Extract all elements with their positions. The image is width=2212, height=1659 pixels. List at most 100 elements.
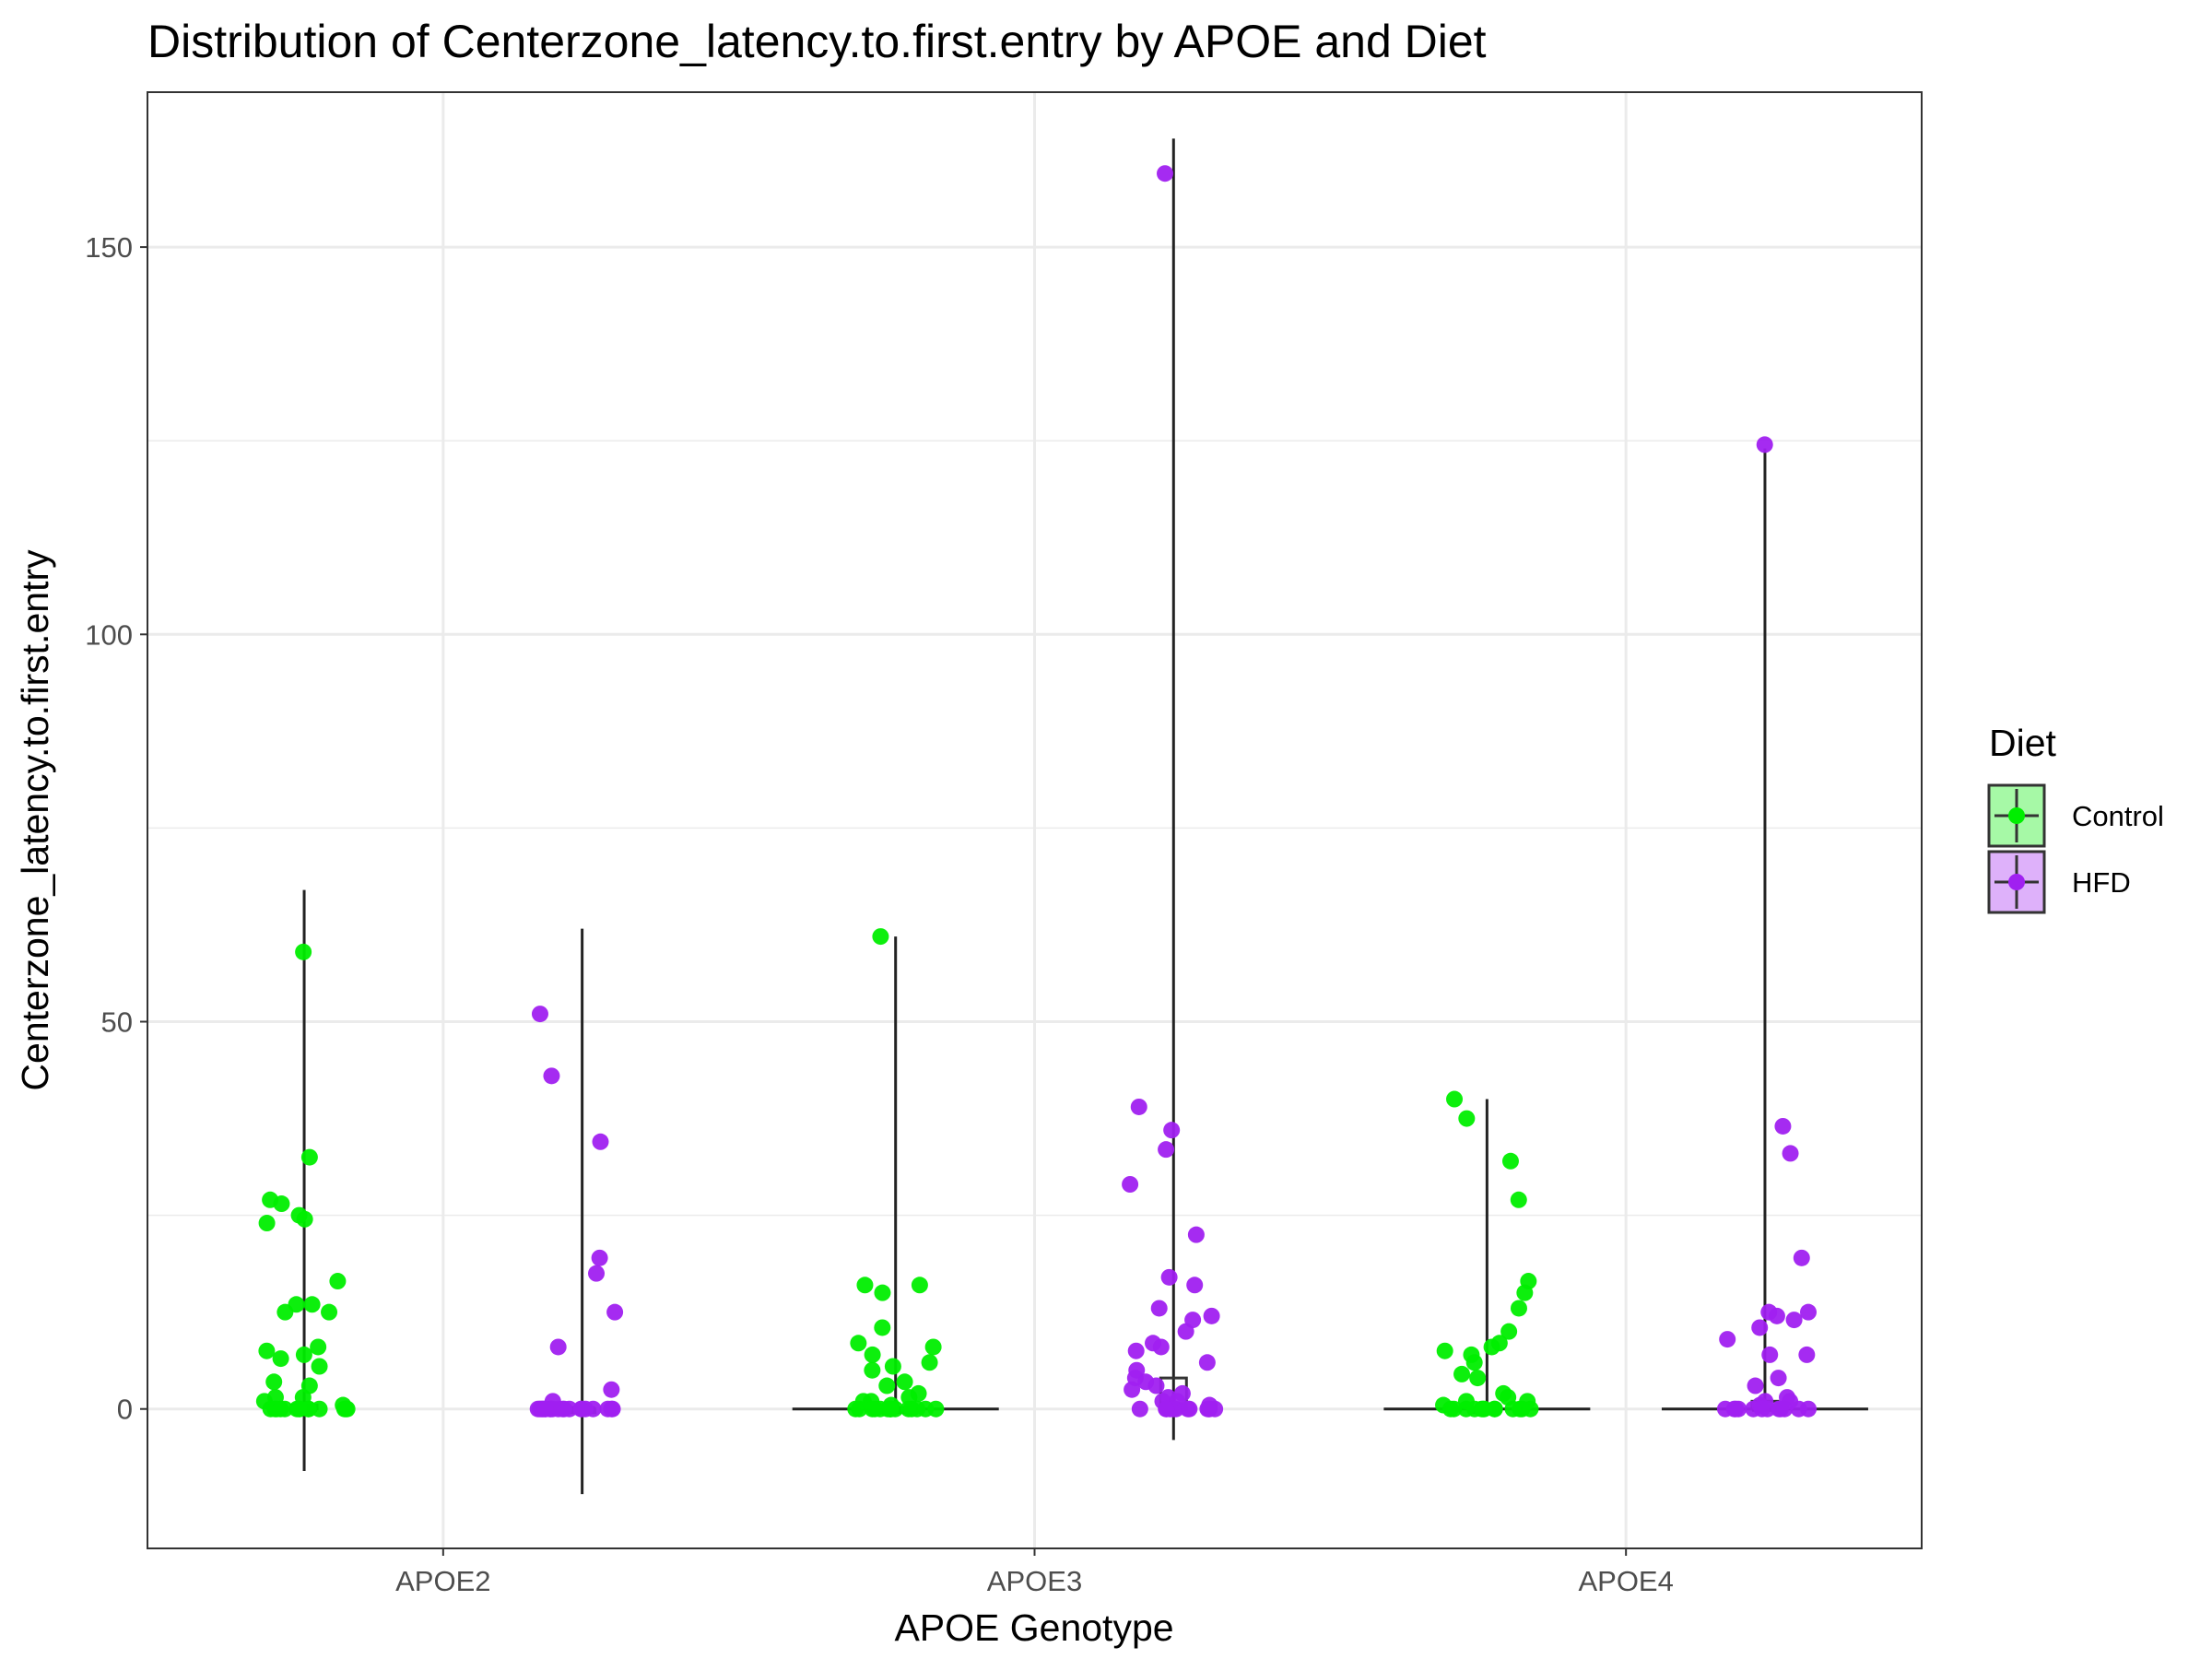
axes: 0 50 100 150 APOE2 APOE3 APOE4 (85, 231, 1674, 1597)
y-tick-label: 50 (101, 1006, 133, 1039)
data-point (1774, 1117, 1792, 1135)
data-point (531, 1006, 548, 1023)
data-point (1199, 1400, 1217, 1418)
data-point (1510, 1300, 1527, 1317)
data-layer (255, 138, 1868, 1495)
data-point (1127, 1342, 1145, 1359)
data-point (603, 1381, 620, 1398)
data-point (1436, 1342, 1453, 1359)
data-point (1500, 1323, 1518, 1340)
data-point (1510, 1191, 1527, 1208)
x-axis-title: APOE Genotype (894, 1606, 1173, 1649)
data-point (884, 1358, 901, 1375)
data-point (1793, 1249, 1810, 1266)
data-point (606, 1303, 624, 1321)
y-tick-label: 0 (117, 1394, 133, 1426)
data-point (872, 928, 889, 946)
data-point (1501, 1152, 1519, 1170)
x-tick-label: APOE2 (395, 1565, 490, 1597)
data-point (272, 1350, 289, 1368)
data-point (1465, 1354, 1483, 1371)
legend-label-control: Control (2072, 800, 2164, 832)
data-point (599, 1400, 617, 1418)
data-point (1187, 1226, 1205, 1243)
data-point (536, 1400, 554, 1418)
data-point (1730, 1400, 1747, 1418)
data-point (864, 1400, 881, 1418)
data-point (1181, 1400, 1198, 1418)
data-point (1163, 1122, 1181, 1139)
data-point (273, 1195, 290, 1213)
data-point (300, 1148, 318, 1166)
data-point (856, 1277, 874, 1294)
data-point (1768, 1307, 1785, 1324)
data-point (265, 1373, 283, 1391)
data-point (1198, 1354, 1216, 1371)
data-point (1761, 1346, 1779, 1363)
data-point (1158, 1400, 1175, 1418)
data-point (850, 1335, 867, 1352)
data-point (1457, 1400, 1475, 1418)
chart-title: Distribution of Centerzone_latency.to.fi… (147, 16, 1487, 67)
data-point (1203, 1307, 1220, 1324)
data-point (1770, 1370, 1787, 1387)
data-point (1158, 1141, 1175, 1159)
data-point (1152, 1338, 1170, 1356)
data-point (847, 1400, 865, 1418)
data-point (1516, 1284, 1534, 1301)
data-point (881, 1400, 899, 1418)
data-point (864, 1346, 881, 1363)
data-point (1483, 1338, 1500, 1356)
data-point (1122, 1176, 1139, 1193)
data-point (896, 1373, 913, 1391)
data-point (556, 1400, 573, 1418)
data-point (921, 1354, 938, 1371)
data-point (874, 1284, 891, 1301)
data-point (1150, 1300, 1168, 1317)
data-point (338, 1400, 356, 1418)
data-point (584, 1400, 602, 1418)
data-point (1186, 1277, 1204, 1294)
data-point (295, 943, 312, 960)
data-point (300, 1400, 317, 1418)
data-point (1782, 1145, 1799, 1162)
data-point (272, 1400, 289, 1418)
data-point (874, 1319, 891, 1336)
data-point (909, 1400, 926, 1418)
data-point (572, 1400, 590, 1418)
data-point (1131, 1400, 1148, 1418)
data-point (329, 1273, 347, 1290)
data-point (1785, 1312, 1803, 1329)
data-point (924, 1338, 942, 1356)
data-point (1759, 1400, 1776, 1418)
data-point (864, 1361, 881, 1379)
legend-key-point (2008, 807, 2025, 824)
data-point (592, 1133, 609, 1150)
data-point (1800, 1400, 1818, 1418)
data-point (1476, 1400, 1493, 1418)
data-point (1124, 1381, 1141, 1398)
y-tick-label: 100 (85, 618, 133, 651)
data-point (1130, 1098, 1147, 1115)
data-point (878, 1377, 896, 1394)
data-point (311, 1358, 328, 1375)
data-point (296, 1210, 313, 1228)
legend-key-point (2008, 874, 2025, 890)
x-tick-label: APOE4 (1578, 1565, 1673, 1597)
data-point (1798, 1346, 1816, 1363)
data-point (1458, 1110, 1476, 1127)
data-point (1147, 1377, 1165, 1394)
data-point (591, 1249, 608, 1266)
data-point (911, 1277, 928, 1294)
data-point (1446, 1090, 1464, 1108)
data-point (1469, 1370, 1487, 1387)
data-point (258, 1342, 276, 1359)
data-point (1747, 1377, 1764, 1394)
data-point (1751, 1319, 1769, 1336)
data-point (258, 1215, 276, 1232)
legend: Diet Control HFD (1987, 722, 2164, 914)
x-tick-label: APOE3 (987, 1565, 1082, 1597)
data-point (310, 1338, 327, 1356)
data-point (1445, 1400, 1463, 1418)
